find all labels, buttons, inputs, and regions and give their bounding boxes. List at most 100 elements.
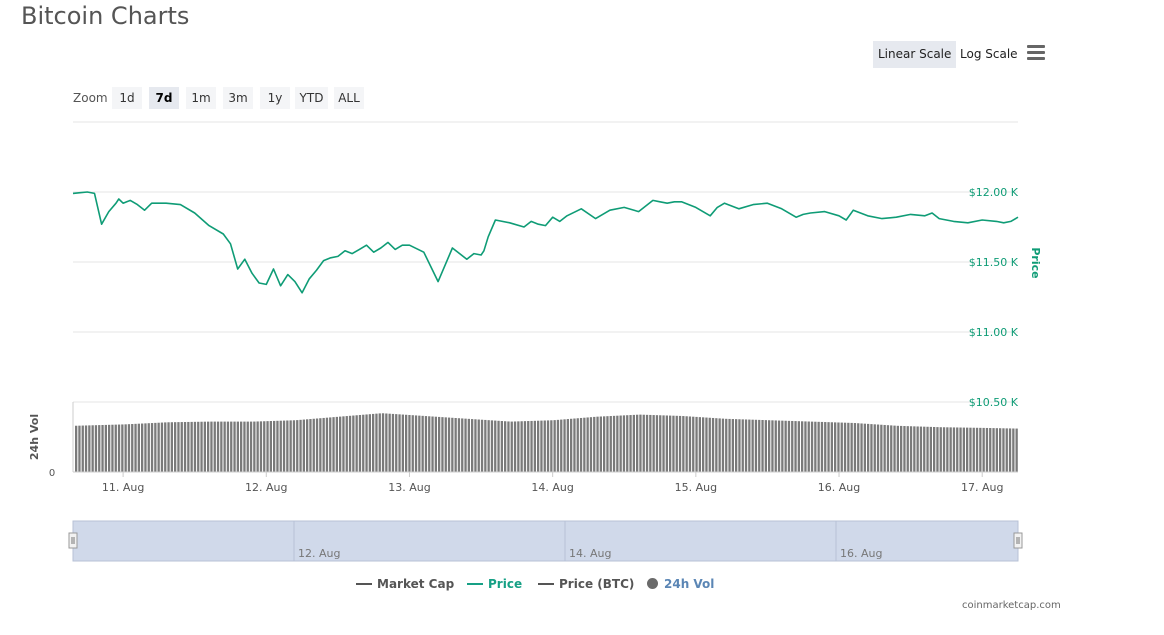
volume-bar: [203, 421, 206, 472]
volume-bar: [1012, 428, 1015, 472]
volume-bar: [477, 419, 480, 472]
volume-bar: [424, 416, 428, 472]
log-scale-button[interactable]: Log Scale: [960, 47, 1018, 61]
volume-bar: [949, 427, 952, 472]
volume-bar: [560, 419, 563, 472]
volume-bar: [820, 421, 824, 472]
legend-item-price[interactable]: Price: [467, 577, 522, 591]
volume-bar: [715, 418, 718, 472]
volume-bar: [566, 419, 569, 472]
volume-bar: [989, 428, 992, 472]
volume-tick-label: 0: [49, 468, 55, 479]
volume-bar: [725, 418, 728, 472]
volume-bar: [810, 421, 814, 472]
x-tick-label: 12. Aug: [245, 481, 287, 494]
zoom-ytd-button[interactable]: YTD: [295, 87, 328, 109]
volume-bar: [233, 421, 236, 472]
volume-bar: [546, 420, 550, 472]
volume-bar: [75, 425, 78, 472]
zoom-all-button[interactable]: ALL: [334, 87, 364, 109]
volume-bar: [589, 417, 593, 472]
volume-bar: [487, 420, 490, 472]
hamburger-menu-icon[interactable]: [1027, 45, 1045, 61]
volume-bar: [434, 416, 437, 472]
volume-bar: [603, 416, 606, 472]
volume-bar: [982, 427, 985, 472]
volume-bar: [461, 418, 464, 472]
volume-bar: [903, 426, 906, 472]
volume-bar: [322, 417, 325, 472]
volume-bar: [134, 423, 137, 472]
zoom-1d-button[interactable]: 1d: [112, 87, 142, 109]
volume-bar: [1015, 428, 1018, 472]
price-series-line: [72, 191, 1019, 294]
zoom-1m-button[interactable]: 1m: [186, 87, 216, 109]
volume-bar: [117, 424, 121, 472]
x-tick-label: 13. Aug: [388, 481, 430, 494]
volume-bar: [840, 422, 843, 472]
volume-bar: [900, 425, 903, 472]
volume-bar: [299, 419, 302, 472]
volume-bar: [985, 427, 989, 472]
volume-bar: [626, 415, 629, 472]
volume-bar: [121, 424, 124, 472]
navigator-right-handle[interactable]: [1013, 532, 1023, 549]
volume-bar: [362, 414, 365, 472]
volume-bar: [827, 422, 830, 472]
volume-bar: [177, 422, 180, 472]
volume-bar: [751, 419, 754, 472]
zoom-7d-button[interactable]: 7d: [149, 87, 179, 109]
volume-bar: [857, 423, 860, 472]
volume-bar: [480, 419, 484, 472]
legend-item-24h-vol[interactable]: 24h Vol: [647, 577, 714, 591]
volume-bar: [784, 420, 787, 472]
volume-bar: [256, 421, 259, 472]
volume-bar: [550, 420, 553, 472]
volume-bar: [101, 425, 104, 472]
volume-bar: [619, 415, 622, 472]
volume-bar: [418, 415, 421, 472]
navigator-left-handle[interactable]: [68, 532, 78, 549]
volume-bar: [269, 421, 272, 472]
volume-bar: [645, 414, 649, 472]
volume-bar: [652, 415, 655, 472]
volume-bar: [576, 418, 579, 472]
volume-bar: [365, 414, 368, 472]
volume-bar: [926, 426, 929, 472]
volume-bar: [144, 423, 147, 472]
linear-scale-button[interactable]: Linear Scale: [873, 41, 957, 68]
credit-link[interactable]: coinmarketcap.com: [962, 600, 1061, 611]
volume-bar: [160, 422, 164, 472]
volume-bar: [517, 421, 520, 472]
volume-bar: [556, 419, 560, 472]
volume-bar: [1005, 428, 1008, 472]
volume-bar: [342, 416, 345, 472]
zoom-1y-button[interactable]: 1y: [260, 87, 290, 109]
volume-bar: [230, 421, 233, 472]
volume-bar: [236, 421, 239, 472]
volume-bar: [975, 427, 979, 472]
volume-bar: [939, 427, 942, 472]
price-btc-legend-line: [538, 582, 554, 585]
volume-bar: [886, 425, 890, 472]
volume-bar: [276, 420, 279, 472]
volume-bar: [695, 416, 698, 472]
volume-bar: [263, 421, 266, 472]
volume-bar: [408, 414, 411, 472]
zoom-3m-button[interactable]: 3m: [223, 87, 253, 109]
volume-bar: [583, 417, 586, 472]
volume-bar: [787, 420, 791, 472]
legend-item-market-cap[interactable]: Market Cap: [356, 577, 454, 591]
price-tick-label: $11.50 K: [969, 256, 1019, 269]
volume-bar: [98, 425, 101, 472]
volume-bar: [956, 427, 959, 472]
volume-bar: [319, 418, 322, 472]
volume-bar: [952, 427, 956, 472]
volume-bar: [586, 417, 589, 472]
legend-item-price-btc[interactable]: Price (BTC): [538, 577, 634, 591]
volume-bar: [388, 413, 391, 472]
volume-bar: [632, 414, 635, 472]
volume-bar: [444, 417, 447, 472]
volume-bar: [504, 421, 507, 472]
volume-bar: [164, 422, 167, 472]
